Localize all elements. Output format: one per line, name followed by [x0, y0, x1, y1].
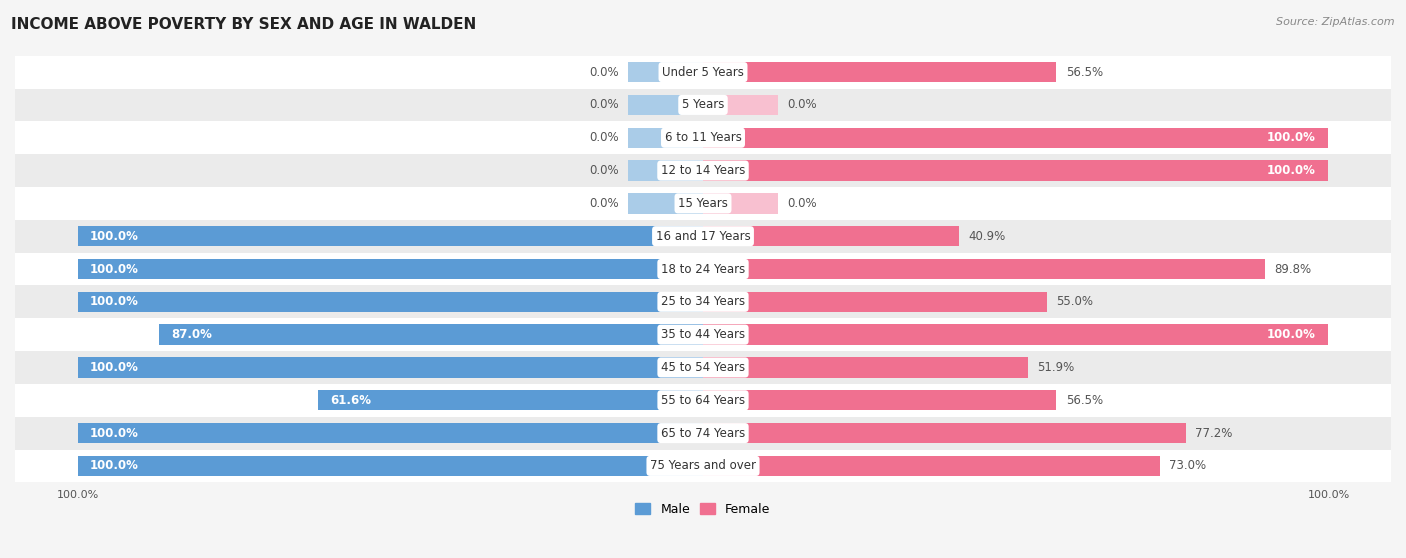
Bar: [628, 128, 703, 148]
Bar: [703, 357, 1028, 378]
Bar: [703, 62, 1056, 82]
Text: 0.0%: 0.0%: [589, 131, 619, 145]
Text: 100.0%: 100.0%: [90, 295, 139, 309]
Text: 100.0%: 100.0%: [1267, 328, 1316, 341]
Bar: [15, 154, 1391, 187]
Text: 0.0%: 0.0%: [589, 98, 619, 112]
Bar: [77, 292, 703, 312]
Text: 56.5%: 56.5%: [1066, 66, 1102, 79]
Text: 75 Years and over: 75 Years and over: [650, 459, 756, 473]
Text: 45 to 54 Years: 45 to 54 Years: [661, 361, 745, 374]
Bar: [703, 259, 1264, 279]
Text: Under 5 Years: Under 5 Years: [662, 66, 744, 79]
Bar: [703, 390, 1056, 411]
Bar: [15, 417, 1391, 450]
Text: 100.0%: 100.0%: [90, 262, 139, 276]
Text: 100.0%: 100.0%: [90, 427, 139, 440]
Text: 73.0%: 73.0%: [1168, 459, 1206, 473]
Bar: [15, 89, 1391, 121]
Bar: [77, 456, 703, 476]
Bar: [628, 193, 703, 214]
Text: 0.0%: 0.0%: [787, 98, 817, 112]
Bar: [703, 193, 778, 214]
Bar: [628, 95, 703, 115]
Bar: [703, 423, 1185, 443]
Bar: [15, 384, 1391, 417]
Text: 51.9%: 51.9%: [1038, 361, 1074, 374]
Bar: [77, 357, 703, 378]
Text: 0.0%: 0.0%: [589, 197, 619, 210]
Bar: [159, 324, 703, 345]
Bar: [15, 286, 1391, 318]
Bar: [15, 351, 1391, 384]
Bar: [703, 128, 1329, 148]
Text: 100.0%: 100.0%: [1267, 131, 1316, 145]
Text: 12 to 14 Years: 12 to 14 Years: [661, 164, 745, 177]
Text: 40.9%: 40.9%: [969, 230, 1005, 243]
Text: 25 to 34 Years: 25 to 34 Years: [661, 295, 745, 309]
Bar: [15, 56, 1391, 89]
Text: 55.0%: 55.0%: [1056, 295, 1094, 309]
Bar: [15, 253, 1391, 286]
Bar: [77, 259, 703, 279]
Text: Source: ZipAtlas.com: Source: ZipAtlas.com: [1277, 17, 1395, 27]
Bar: [15, 220, 1391, 253]
Bar: [628, 160, 703, 181]
Bar: [703, 95, 778, 115]
Bar: [15, 450, 1391, 482]
Bar: [703, 226, 959, 247]
Bar: [77, 423, 703, 443]
Text: 15 Years: 15 Years: [678, 197, 728, 210]
Text: 89.8%: 89.8%: [1274, 262, 1312, 276]
Text: 0.0%: 0.0%: [589, 164, 619, 177]
Bar: [628, 62, 703, 82]
Bar: [703, 292, 1047, 312]
Text: 56.5%: 56.5%: [1066, 394, 1102, 407]
Text: 100.0%: 100.0%: [90, 361, 139, 374]
Text: 55 to 64 Years: 55 to 64 Years: [661, 394, 745, 407]
Bar: [703, 456, 1160, 476]
Text: INCOME ABOVE POVERTY BY SEX AND AGE IN WALDEN: INCOME ABOVE POVERTY BY SEX AND AGE IN W…: [11, 17, 477, 32]
Text: 18 to 24 Years: 18 to 24 Years: [661, 262, 745, 276]
Text: 5 Years: 5 Years: [682, 98, 724, 112]
Text: 16 and 17 Years: 16 and 17 Years: [655, 230, 751, 243]
Text: 87.0%: 87.0%: [172, 328, 212, 341]
Text: 77.2%: 77.2%: [1195, 427, 1233, 440]
Text: 65 to 74 Years: 65 to 74 Years: [661, 427, 745, 440]
Bar: [703, 324, 1329, 345]
Text: 61.6%: 61.6%: [330, 394, 371, 407]
Legend: Male, Female: Male, Female: [630, 498, 776, 521]
Text: 35 to 44 Years: 35 to 44 Years: [661, 328, 745, 341]
Text: 100.0%: 100.0%: [90, 230, 139, 243]
Text: 0.0%: 0.0%: [589, 66, 619, 79]
Text: 6 to 11 Years: 6 to 11 Years: [665, 131, 741, 145]
Bar: [15, 187, 1391, 220]
Bar: [77, 226, 703, 247]
Text: 100.0%: 100.0%: [90, 459, 139, 473]
Text: 100.0%: 100.0%: [1267, 164, 1316, 177]
Bar: [703, 160, 1329, 181]
Bar: [15, 318, 1391, 351]
Bar: [318, 390, 703, 411]
Bar: [15, 121, 1391, 154]
Text: 0.0%: 0.0%: [787, 197, 817, 210]
